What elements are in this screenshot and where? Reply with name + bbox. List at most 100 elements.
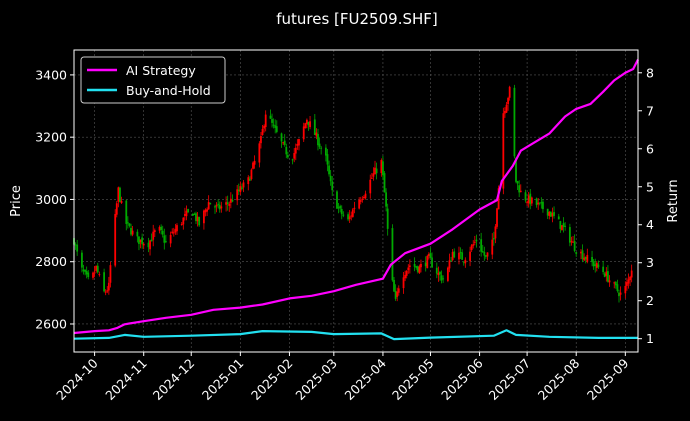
candle-body-227 (575, 252, 578, 254)
candle-body-234 (592, 261, 595, 267)
candle-body-204 (526, 201, 529, 203)
candle-body-24 (126, 222, 129, 224)
candle-body-129 (359, 200, 362, 202)
candle-body-95 (283, 140, 286, 145)
candle-body-206 (529, 193, 532, 205)
series-lines (73, 59, 639, 341)
candle-body-19 (115, 203, 118, 215)
candle-body-84 (260, 136, 262, 144)
candle-body-54 (193, 213, 196, 215)
candle-body-94 (282, 142, 285, 144)
candle-body-198 (513, 87, 516, 157)
candle-body-214 (548, 211, 551, 216)
candle-body-61 (207, 202, 210, 210)
candle-body-50 (183, 214, 186, 216)
series-line-buy-and-hold (73, 329, 638, 341)
candle-body-183 (480, 239, 483, 252)
candle-body-13 (103, 272, 106, 292)
candle-body-117 (331, 181, 334, 191)
candle-body-126 (351, 209, 354, 217)
candle-body-122 (342, 214, 345, 216)
candle-body-207 (530, 197, 533, 204)
right-axis-title: Return (666, 179, 681, 222)
candle-body-99 (293, 153, 296, 159)
candle-body-78 (247, 177, 250, 185)
candle-body-226 (573, 241, 576, 251)
candle-body-246 (618, 292, 620, 297)
candle-body-218 (557, 216, 560, 220)
candle-body-136 (374, 167, 376, 175)
candle-body-248 (624, 285, 627, 294)
candle-body-62 (209, 202, 212, 205)
candle-body-237 (597, 264, 600, 268)
candle-body-107 (309, 121, 311, 128)
candle-body-83 (258, 143, 261, 163)
candle-body-224 (570, 241, 573, 243)
candle-body-191 (496, 208, 498, 227)
candle-body-181 (473, 241, 476, 243)
candle-body-193 (502, 113, 505, 189)
candle-body-9 (93, 272, 96, 274)
candle-body-195 (505, 104, 508, 113)
candle-body-33 (147, 242, 150, 248)
candle-body-229 (581, 250, 584, 260)
candle-body-184 (481, 251, 484, 253)
candle-body-142 (386, 208, 389, 229)
candle-body-190 (494, 226, 497, 239)
candle-body-138 (380, 159, 383, 174)
candle-body-194 (504, 111, 506, 114)
candle-body-96 (285, 146, 288, 155)
candle-body-160 (427, 254, 430, 257)
candle-body-110 (317, 133, 319, 146)
left-axis-title: Price (9, 185, 24, 217)
candle-body-52 (187, 208, 189, 213)
candle-body-252 (630, 270, 633, 278)
candle-body-235 (594, 264, 597, 266)
candle-body-90 (272, 124, 275, 126)
candle-body-153 (413, 264, 416, 267)
candle-body-106 (307, 121, 310, 126)
candle-body-210 (538, 202, 541, 204)
candle-body-145 (394, 290, 397, 299)
candle-body-85 (261, 129, 264, 136)
candle-body-20 (117, 187, 120, 202)
candle-body-221 (562, 223, 565, 227)
candle-body-46 (174, 229, 177, 233)
candle-body-65 (217, 203, 220, 205)
candle-body-91 (274, 125, 277, 128)
candle-body-125 (350, 215, 353, 217)
candle-body-165 (439, 271, 441, 275)
candle-body-76 (241, 187, 243, 189)
candle-body-55 (195, 213, 197, 221)
left-tick-label-3200: 3200 (35, 130, 67, 145)
right-tick-label-1: 1 (646, 331, 654, 346)
candle-body-31 (141, 237, 144, 245)
candle-body-28 (136, 231, 139, 237)
candle-body-167 (442, 278, 445, 280)
candle-body-23 (125, 200, 128, 224)
candle-body-230 (583, 257, 586, 261)
candle-body-119 (337, 207, 340, 209)
candle-body-231 (584, 256, 587, 260)
candle-body-238 (602, 266, 605, 273)
candle-body-53 (191, 213, 194, 216)
candle-body-179 (470, 245, 473, 251)
candle-body-251 (629, 276, 631, 281)
candle-body-134 (370, 177, 373, 179)
candle-body-228 (580, 251, 582, 254)
candle-body-217 (553, 212, 555, 216)
candle-body-120 (339, 206, 342, 209)
candle-body-240 (605, 271, 608, 276)
right-tick-label-8: 8 (646, 65, 654, 80)
candle-body-182 (475, 239, 478, 242)
left-tick-label-2800: 2800 (35, 254, 67, 269)
candle-body-177 (464, 259, 467, 264)
candle-body-135 (372, 173, 375, 177)
candle-body-86 (263, 125, 266, 129)
right-tick-label-6: 6 (646, 141, 654, 156)
candle-body-5 (84, 269, 86, 272)
candle-body-144 (393, 279, 395, 292)
candle-body-219 (559, 221, 562, 229)
candle-body-213 (546, 208, 549, 216)
left-tick-label-3000: 3000 (35, 192, 67, 207)
